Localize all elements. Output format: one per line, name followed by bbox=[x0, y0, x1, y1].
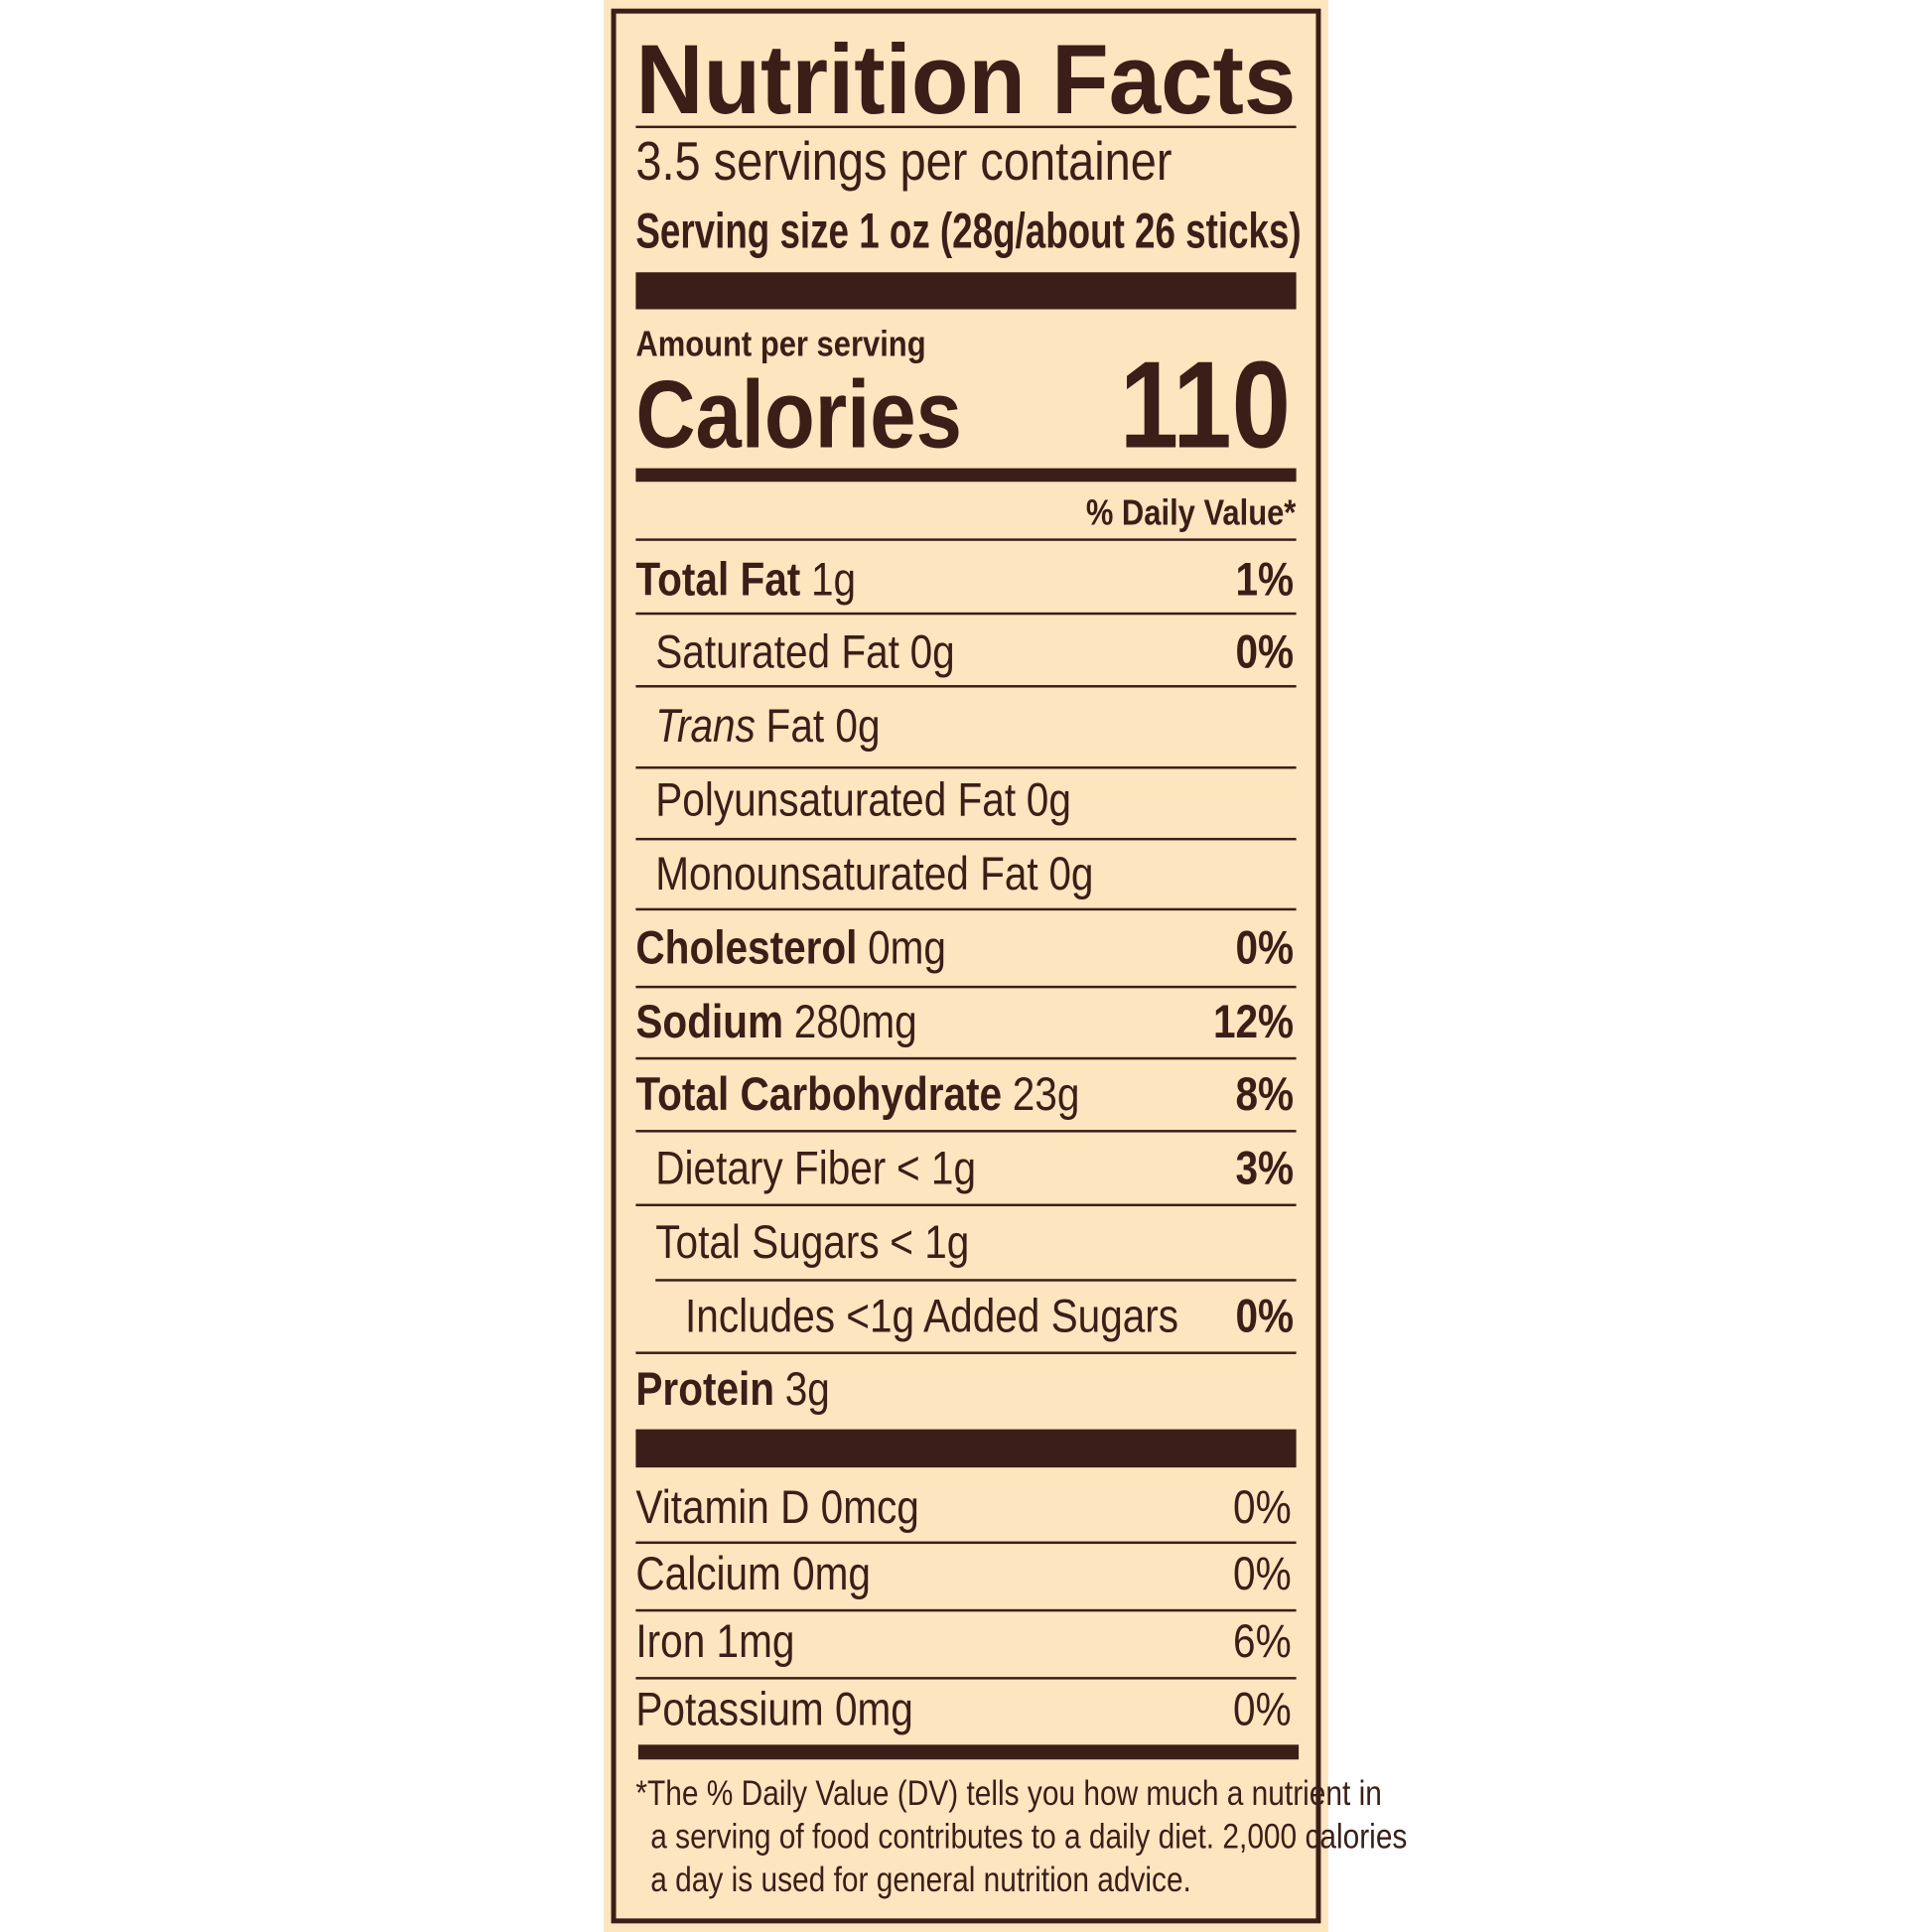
nutrient-row: Total Fat 1g bbox=[635, 554, 856, 607]
nutrient-row: Saturated Fat 0g bbox=[655, 626, 954, 679]
vitamin-name: Iron 1mg bbox=[635, 1615, 794, 1668]
nutrient-row: Includes <1g Added Sugars bbox=[685, 1291, 1178, 1343]
nutrient-dv: 0% bbox=[1236, 626, 1295, 679]
vitamin-name: Calcium 0mg bbox=[635, 1548, 871, 1600]
nutrient-dv: 0% bbox=[1236, 922, 1295, 975]
calories-label: Calories bbox=[635, 361, 961, 469]
nutrient-amount: 280mg bbox=[794, 996, 917, 1048]
nutrient-name: Cholesterol bbox=[635, 922, 857, 975]
title: Nutrition Facts bbox=[635, 24, 1296, 135]
nutrient-row: Sodium 280mg bbox=[635, 996, 916, 1048]
nutrient-row: Cholesterol 0mg bbox=[635, 922, 946, 975]
nutrient-dv: 1% bbox=[1236, 554, 1295, 607]
nutrient-name: Includes <1g Added Sugars bbox=[685, 1291, 1178, 1343]
row-rule bbox=[635, 1608, 1297, 1612]
vitamin-dv: 0% bbox=[1233, 1548, 1292, 1600]
footnote-line: a serving of food contributes to a daily… bbox=[650, 1818, 1407, 1857]
nutrient-dv: 12% bbox=[1213, 996, 1294, 1048]
rules bbox=[635, 125, 1300, 1760]
nutrient-amount: 3g bbox=[785, 1363, 830, 1416]
servings: 3.5 servings per container bbox=[635, 131, 1172, 192]
row-rule bbox=[655, 1279, 1297, 1282]
row-rule bbox=[635, 1130, 1297, 1133]
row-rule bbox=[635, 685, 1297, 688]
nutrient-name: Protein bbox=[635, 1363, 774, 1416]
footnote-line: *The % Daily Value (DV) tells you how mu… bbox=[635, 1774, 1381, 1813]
nutrient-name: Total Carbohydrate bbox=[635, 1068, 1002, 1121]
nutrient-amount: 0g bbox=[910, 626, 955, 679]
nutrient-row: Polyunsaturated Fat 0g bbox=[655, 774, 1071, 827]
row-rule bbox=[635, 1677, 1297, 1680]
nutrient-amount: < 1g bbox=[897, 1143, 976, 1195]
nutrient-name: Dietary Fiber bbox=[655, 1143, 886, 1195]
dv-header: % Daily Value* bbox=[1086, 494, 1297, 534]
vitamin-name: Vitamin D 0mcg bbox=[635, 1481, 918, 1534]
nutrient-name: Monounsaturated Fat bbox=[655, 848, 1037, 900]
vitamin-dv: 0% bbox=[1233, 1684, 1292, 1736]
row-rule bbox=[635, 765, 1297, 769]
nutrient-row: Trans Fat 0g bbox=[655, 700, 880, 753]
row-rule bbox=[635, 837, 1297, 841]
amount-per-serving: Amount per serving bbox=[635, 326, 925, 365]
row-rule bbox=[635, 985, 1297, 989]
nutrient-name: Total Sugars bbox=[655, 1216, 879, 1269]
nutrient-row: Protein 3g bbox=[635, 1363, 829, 1416]
row-rule bbox=[635, 1056, 1297, 1060]
calories-value: 110 bbox=[1120, 336, 1291, 474]
nutrient-amount: 0g bbox=[1048, 848, 1093, 900]
nutrient-dv: 3% bbox=[1236, 1143, 1295, 1195]
nutrient-amount: Fat 0g bbox=[766, 700, 881, 753]
nutrient-row: Total Sugars < 1g bbox=[655, 1216, 969, 1269]
nutrient-amount: 0mg bbox=[868, 922, 946, 975]
border bbox=[611, 8, 1321, 1924]
nutrient-row: Total Carbohydrate 23g bbox=[635, 1068, 1079, 1121]
nutrient-name: Total Fat bbox=[635, 554, 800, 607]
vitamin-name: Potassium 0mg bbox=[635, 1684, 912, 1736]
nutrient-name: Saturated Fat bbox=[655, 626, 899, 679]
nutrient-dv: 8% bbox=[1236, 1068, 1295, 1121]
row-rule bbox=[635, 612, 1297, 616]
row-rule bbox=[635, 907, 1297, 911]
nutrient-name: Trans bbox=[655, 700, 756, 753]
nutrient-amount: 0g bbox=[1027, 774, 1071, 827]
nutrient-dv: 0% bbox=[1236, 1291, 1295, 1343]
vitamin-dv: 6% bbox=[1233, 1615, 1292, 1668]
nutrient-row: Dietary Fiber < 1g bbox=[655, 1143, 976, 1195]
row-rule bbox=[635, 1203, 1297, 1207]
nutrient-amount: 23g bbox=[1013, 1068, 1080, 1121]
row-rule bbox=[635, 1351, 1297, 1354]
nutrient-name: Polyunsaturated Fat bbox=[655, 774, 1016, 827]
label-text: Nutrition Facts 3.5 servings per contain… bbox=[635, 24, 1407, 1898]
nutrient-amount: < 1g bbox=[890, 1216, 969, 1269]
row-rule bbox=[635, 1541, 1297, 1545]
serving-size: Serving size 1 oz (28g/about 26 sticks) bbox=[635, 203, 1301, 258]
nutrient-amount: 1g bbox=[811, 554, 856, 607]
nutrient-row: Monounsaturated Fat 0g bbox=[655, 848, 1093, 900]
vitamin-dv: 0% bbox=[1233, 1481, 1292, 1534]
nutrient-name: Sodium bbox=[635, 996, 783, 1048]
footnote-line: a day is used for general nutrition advi… bbox=[650, 1861, 1191, 1899]
